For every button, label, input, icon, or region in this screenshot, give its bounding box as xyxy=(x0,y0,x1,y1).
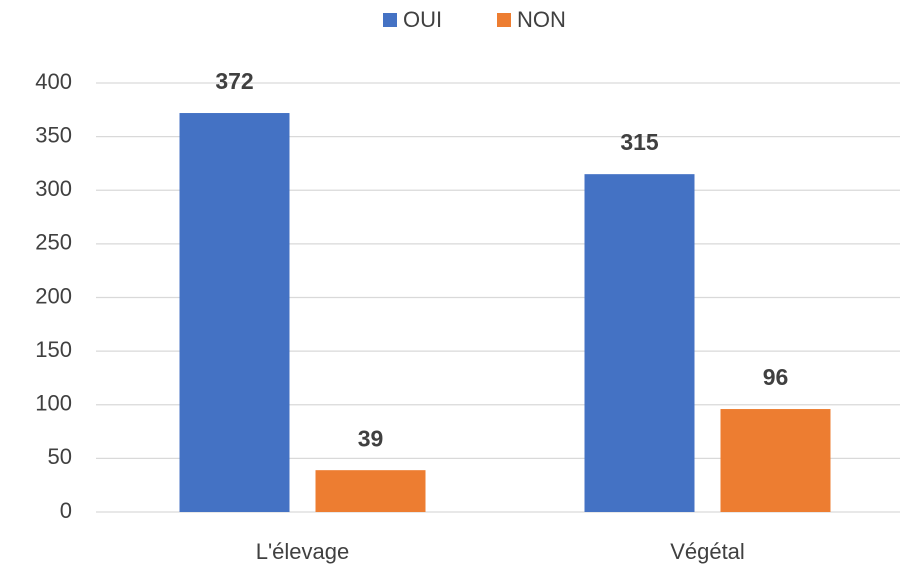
x-tick-label: L'élevage xyxy=(256,539,350,564)
y-tick-label: 150 xyxy=(35,337,72,362)
legend-swatch xyxy=(497,13,511,27)
y-tick-label: 250 xyxy=(35,230,72,255)
legend-label: NON xyxy=(517,7,566,32)
y-tick-label: 200 xyxy=(35,283,72,308)
y-tick-label: 300 xyxy=(35,176,72,201)
bar xyxy=(179,113,290,512)
y-tick-label: 350 xyxy=(35,122,72,147)
x-tick-label: Végétal xyxy=(670,539,745,564)
bar xyxy=(584,174,695,512)
bar xyxy=(315,470,426,512)
y-tick-label: 400 xyxy=(35,69,72,94)
data-label: 315 xyxy=(620,129,659,155)
y-tick-label: 50 xyxy=(48,444,72,469)
legend-swatch xyxy=(383,13,397,27)
data-label: 39 xyxy=(358,425,384,451)
bar xyxy=(720,409,831,512)
y-tick-label: 0 xyxy=(60,498,72,523)
data-label: 96 xyxy=(763,364,789,390)
data-label: 372 xyxy=(215,68,253,94)
y-tick-label: 100 xyxy=(35,391,72,416)
legend-label: OUI xyxy=(403,7,442,32)
